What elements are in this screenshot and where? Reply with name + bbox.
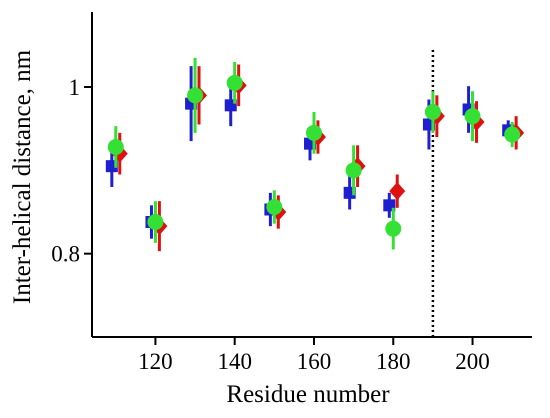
data-point-circle <box>385 220 402 237</box>
data-point-circle <box>464 108 481 125</box>
data-point-circle <box>345 162 362 179</box>
axes <box>91 12 532 338</box>
y-tick-label: 1 <box>69 75 81 100</box>
y-tick-label: 0.8 <box>51 242 80 267</box>
x-axis-label: Residue number <box>226 381 390 408</box>
x-tick-label: 160 <box>297 349 332 374</box>
x-tick-label: 180 <box>376 349 411 374</box>
data-point-circle <box>226 74 243 91</box>
data-point-circle <box>147 214 164 230</box>
data-point-circle <box>187 87 204 104</box>
ticks: 120 140 160 180 200 0.8 1 <box>51 75 490 374</box>
data-point-circle <box>504 126 521 143</box>
x-tick-label: 120 <box>138 349 173 374</box>
plot-area <box>105 50 525 337</box>
data-point-circle <box>305 124 322 141</box>
data-point-circle <box>266 199 283 215</box>
data-point-circle <box>424 104 441 120</box>
data-point-diamond <box>389 182 406 201</box>
y-axis-label: Inter-helical distance, nm <box>9 49 36 304</box>
x-tick-label: 140 <box>217 349 252 374</box>
x-tick-label: 200 <box>455 349 490 374</box>
data-point-circle <box>107 139 124 155</box>
